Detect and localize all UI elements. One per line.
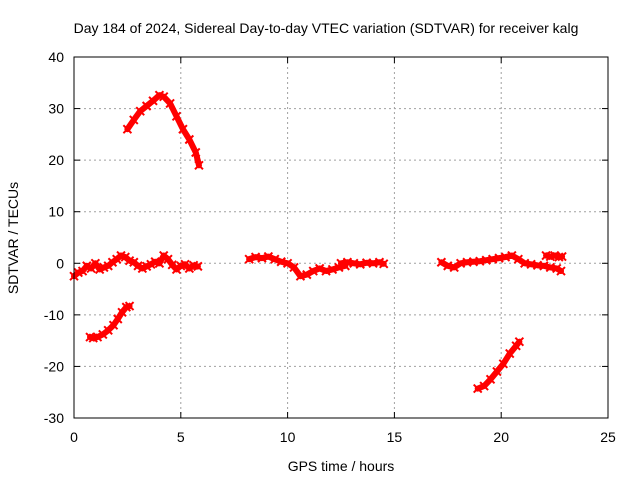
data-point — [146, 259, 156, 270]
data-point — [302, 269, 312, 280]
series-arc-high — [122, 90, 204, 171]
data-point — [492, 366, 502, 377]
data-point — [282, 258, 293, 268]
data-point — [108, 320, 119, 330]
series-arc-low-right — [472, 336, 525, 394]
y-tick-label: 30 — [48, 101, 64, 117]
axis-ticks: 0 5 10 15 20 25 -30 -20 -10 0 10 20 30 40 — [44, 49, 616, 445]
data-point — [514, 336, 525, 347]
data-point — [556, 266, 566, 276]
series-arc-low-left — [85, 301, 135, 343]
y-tick-label: -30 — [44, 410, 64, 426]
data-series-group — [69, 90, 567, 394]
data-point — [193, 261, 203, 272]
data-point — [82, 261, 92, 271]
data-point — [129, 115, 139, 125]
y-tick-label: 20 — [48, 152, 64, 168]
y-tick-label: 40 — [48, 49, 64, 65]
x-tick-label: 5 — [177, 429, 185, 445]
chart-title: Day 184 of 2024, Sidereal Day-to-day VTE… — [74, 20, 579, 36]
data-point — [314, 263, 325, 274]
y-tick-label: 0 — [56, 255, 64, 271]
x-tick-label: 10 — [280, 429, 296, 445]
data-point — [244, 254, 254, 264]
y-tick-label: -20 — [44, 358, 64, 374]
y-tick-label: 10 — [48, 204, 64, 220]
data-point — [270, 254, 280, 264]
data-point — [154, 258, 165, 268]
y-tick-label: -10 — [44, 307, 64, 323]
data-point — [171, 111, 182, 122]
x-tick-label: 25 — [600, 429, 616, 445]
data-point — [165, 98, 175, 109]
y-axis-label: SDTVAR / TECUs — [5, 182, 21, 294]
data-point — [92, 332, 103, 342]
data-point — [485, 374, 496, 385]
plot-frame — [73, 56, 609, 419]
data-point — [436, 257, 447, 267]
data-point — [554, 252, 564, 262]
data-point — [178, 124, 188, 134]
data-point — [308, 266, 318, 276]
data-point — [289, 262, 299, 273]
series-zero-mid-b — [336, 257, 389, 270]
data-point — [184, 134, 195, 145]
data-point — [191, 147, 201, 158]
series-zero-right — [436, 250, 566, 276]
data-point — [122, 124, 133, 134]
data-point — [552, 263, 562, 274]
data-point — [507, 250, 517, 261]
data-point — [449, 262, 459, 273]
data-point — [513, 254, 523, 264]
data-point — [124, 301, 135, 311]
series-zero-left — [69, 250, 203, 281]
series-zero-right-tail — [541, 250, 567, 262]
data-point — [472, 383, 483, 394]
data-point — [263, 251, 274, 262]
data-point — [505, 348, 515, 359]
data-point — [557, 251, 567, 262]
data-point — [90, 258, 101, 268]
x-axis-label: GPS time / hours — [288, 458, 395, 474]
x-tick-label: 15 — [387, 429, 403, 445]
data-point — [194, 160, 204, 171]
data-point — [327, 264, 338, 275]
data-point — [498, 359, 509, 369]
x-tick-label: 20 — [493, 429, 509, 445]
x-tick-label: 0 — [70, 429, 78, 445]
data-point — [133, 261, 143, 271]
data-point — [113, 314, 123, 324]
series-zero-mid-a — [244, 251, 350, 281]
data-point — [379, 259, 389, 269]
